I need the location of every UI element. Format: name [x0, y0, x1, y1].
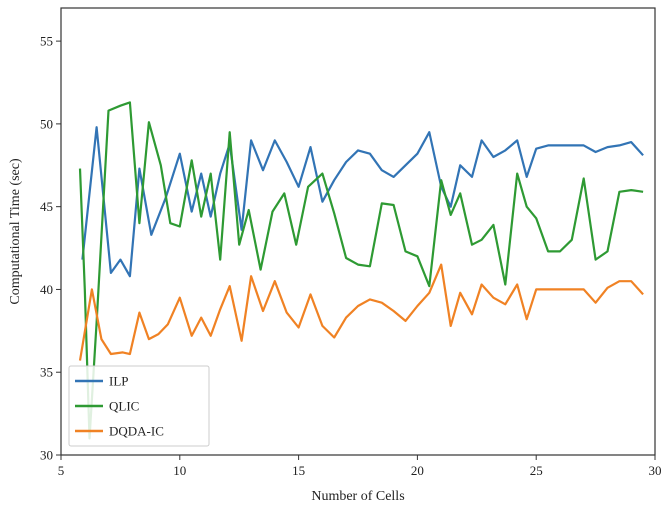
- x-axis-label: Number of Cells: [311, 489, 404, 504]
- legend-label: DQDA-IC: [109, 424, 164, 439]
- series-line-ilp: [81, 126, 644, 278]
- y-tick-label: 40: [40, 282, 53, 297]
- x-tick-label: 25: [530, 463, 543, 478]
- series-line-qlic: [78, 101, 644, 440]
- x-tick-label: 10: [173, 463, 186, 478]
- y-tick-label: 45: [40, 199, 53, 214]
- x-tick-label: 20: [411, 463, 424, 478]
- x-tick-label: 30: [649, 463, 662, 478]
- legend-box: [68, 365, 210, 447]
- y-tick-label: 55: [40, 34, 53, 49]
- x-tick-label: 15: [292, 463, 305, 478]
- y-tick-label: 30: [40, 448, 53, 463]
- legend-label: QLIC: [109, 399, 139, 414]
- x-axis-ticks: 5 10 15 20 25 30: [58, 455, 662, 478]
- axes: [60, 7, 656, 456]
- plot-area: [78, 101, 644, 440]
- x-tick-label: 5: [58, 463, 65, 478]
- plot-frame: [60, 7, 656, 456]
- series-line-dqda-ic: [78, 263, 644, 361]
- y-tick-label: 50: [40, 116, 53, 131]
- legend-label: ILP: [109, 374, 129, 389]
- y-axis-ticks: 30 35 40 45 50 55: [40, 34, 61, 463]
- y-axis-label: Computational Time (sec): [8, 158, 23, 305]
- y-tick-label: 35: [40, 365, 53, 380]
- legend: ILP QLIC DQDA-IC: [68, 365, 210, 447]
